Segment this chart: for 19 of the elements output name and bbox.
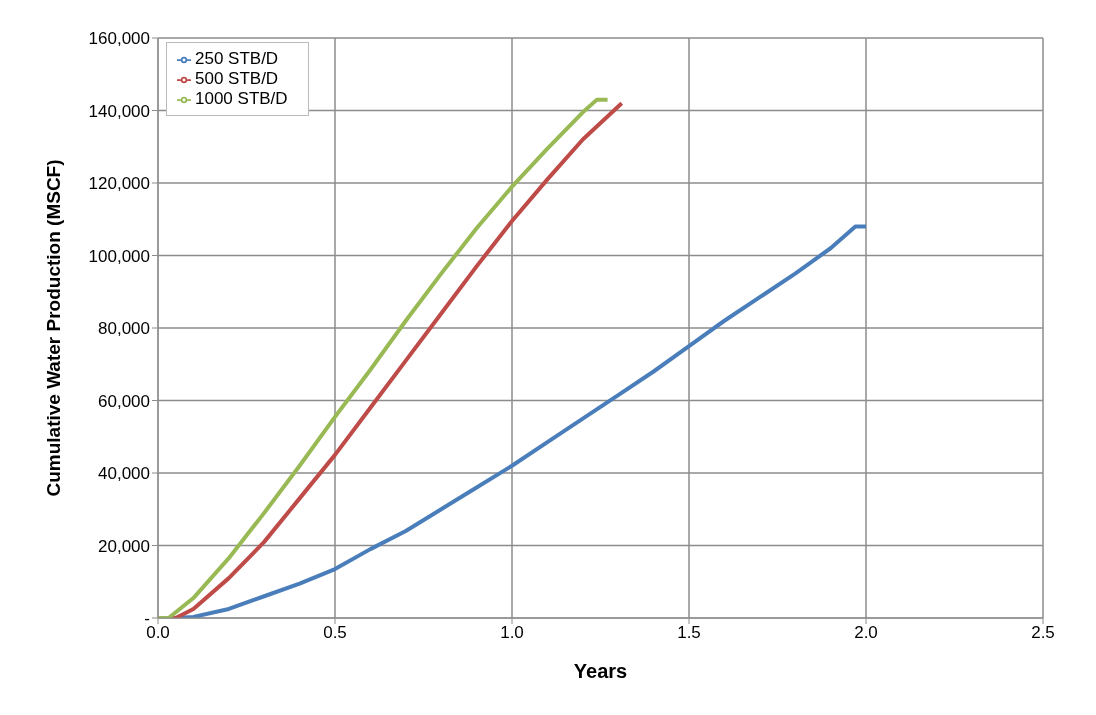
y-axis-title: Cumulative Water Production (MSCF) [42, 159, 64, 497]
x-tick-label: 1.5 [677, 623, 701, 643]
y-tick-label: 40,000 [98, 464, 150, 484]
x-tick-label: 2.5 [1031, 623, 1055, 643]
legend-label: 1000 STB/D [195, 89, 288, 108]
y-tick-label: 60,000 [98, 391, 150, 411]
legend-label: 250 STB/D [195, 49, 279, 68]
x-tick-label: 1.0 [500, 623, 524, 643]
y-tick-label: 100,000 [88, 246, 150, 266]
y-tick-label: 120,000 [88, 174, 150, 194]
x-axis-title: Years [573, 660, 628, 682]
legend-label: 500 STB/D [195, 69, 279, 88]
y-tick-label: 140,000 [88, 101, 150, 121]
y-tick-label: 80,000 [98, 319, 150, 339]
y-tick-label: 160,000 [88, 29, 150, 49]
x-tick-label: 2.0 [854, 623, 878, 643]
x-tick-label: 0.5 [323, 623, 347, 643]
x-tick-label: 0.0 [146, 623, 170, 643]
y-tick-label: 20,000 [98, 536, 150, 556]
